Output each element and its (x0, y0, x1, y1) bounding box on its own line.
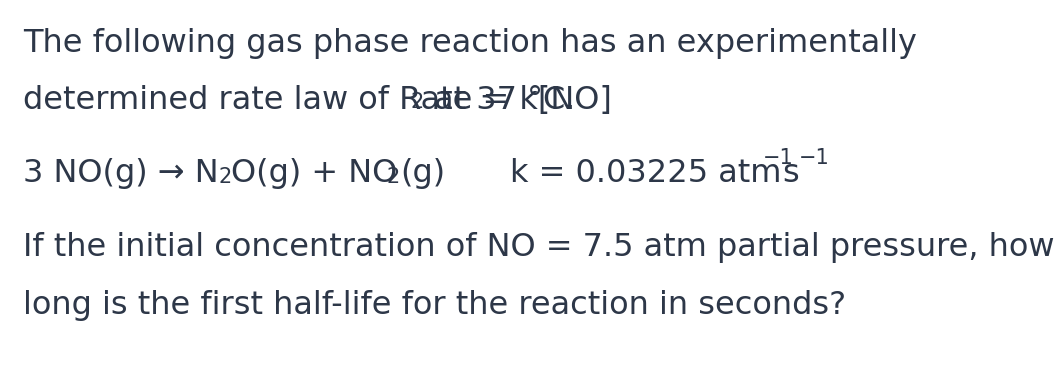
Text: 3 NO(g) → N: 3 NO(g) → N (23, 158, 219, 189)
Text: If the initial concentration of NO = 7.5 atm partial pressure, how: If the initial concentration of NO = 7.5… (23, 232, 1055, 263)
Text: 2: 2 (387, 167, 400, 187)
Text: 2: 2 (411, 92, 424, 112)
Text: O(g) + NO: O(g) + NO (231, 158, 397, 189)
Text: −1: −1 (763, 148, 794, 168)
Text: determined rate law of Rate = k[NO]: determined rate law of Rate = k[NO] (23, 85, 612, 116)
Text: 2: 2 (218, 167, 232, 187)
Text: −1: −1 (799, 148, 829, 168)
Text: long is the first half-life for the reaction in seconds?: long is the first half-life for the reac… (23, 290, 846, 321)
Text: k = 0.03225 atm: k = 0.03225 atm (510, 158, 782, 189)
Text: (g): (g) (400, 158, 445, 189)
Text: The following gas phase reaction has an experimentally: The following gas phase reaction has an … (23, 28, 917, 59)
Text: s: s (782, 158, 799, 189)
Text: at 37 °C.: at 37 °C. (424, 85, 576, 116)
